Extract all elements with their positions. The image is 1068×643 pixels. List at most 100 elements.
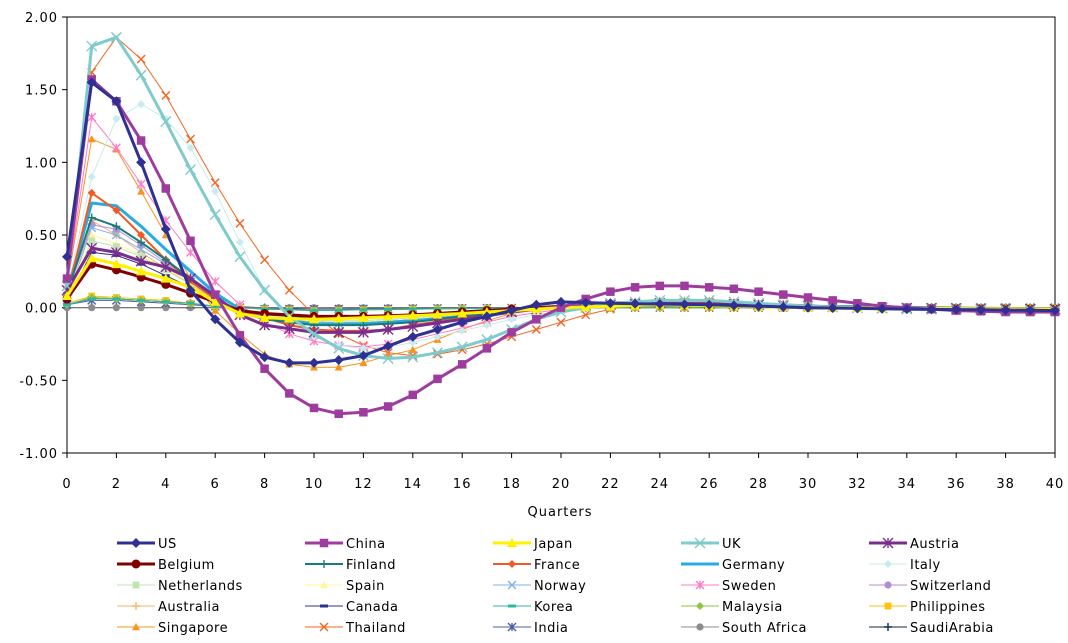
data-point bbox=[407, 321, 419, 333]
data-point bbox=[433, 332, 442, 341]
data-point bbox=[382, 353, 394, 365]
x-tick-label: 28 bbox=[749, 477, 768, 492]
legend-label: Italy bbox=[910, 558, 941, 573]
data-point bbox=[1050, 305, 1060, 316]
data-point bbox=[481, 311, 492, 322]
data-point bbox=[260, 255, 270, 265]
data-point bbox=[136, 157, 147, 168]
data-point bbox=[333, 313, 344, 323]
data-point bbox=[1000, 305, 1011, 316]
data-point bbox=[432, 347, 443, 359]
data-point bbox=[135, 69, 147, 81]
data-point bbox=[259, 284, 271, 296]
data-point bbox=[901, 304, 912, 315]
x-tick-label: 24 bbox=[651, 477, 670, 492]
data-point bbox=[137, 298, 146, 302]
data-point bbox=[210, 314, 221, 325]
data-point bbox=[111, 259, 122, 269]
legend-item-spain: Spain bbox=[305, 579, 385, 594]
data-point bbox=[704, 283, 714, 292]
data-point bbox=[87, 112, 97, 122]
data-point bbox=[160, 116, 172, 128]
data-point bbox=[333, 326, 345, 338]
data-point bbox=[882, 537, 894, 549]
data-point bbox=[828, 296, 837, 305]
series-singapore bbox=[63, 135, 1059, 371]
data-point bbox=[88, 304, 96, 312]
x-tick-label: 6 bbox=[211, 477, 220, 492]
data-point bbox=[131, 538, 141, 548]
data-point bbox=[110, 31, 122, 43]
x-tick-label: 14 bbox=[404, 477, 423, 492]
data-point bbox=[186, 236, 195, 246]
data-point bbox=[605, 298, 616, 309]
data-point bbox=[696, 623, 704, 631]
x-tick-label: 36 bbox=[947, 477, 966, 492]
data-point bbox=[694, 537, 706, 549]
data-point bbox=[136, 136, 146, 145]
legend-label: China bbox=[346, 537, 386, 552]
data-point bbox=[433, 307, 442, 311]
series-us bbox=[62, 77, 1060, 368]
data-point bbox=[111, 143, 121, 153]
data-point bbox=[320, 604, 328, 608]
data-point bbox=[432, 324, 443, 335]
data-point bbox=[234, 308, 245, 318]
data-point bbox=[137, 100, 146, 109]
legend-item-south-africa: South Africa bbox=[681, 621, 807, 636]
data-point bbox=[186, 143, 195, 152]
legend-label: Belgium bbox=[158, 558, 215, 573]
data-point bbox=[113, 243, 120, 251]
data-point bbox=[926, 304, 937, 315]
data-point bbox=[136, 245, 146, 255]
series-line bbox=[66, 138, 1056, 368]
data-point bbox=[458, 326, 467, 335]
data-point bbox=[506, 305, 517, 316]
x-tick-label: 4 bbox=[161, 477, 170, 492]
legend-label: SaudiArabia bbox=[910, 621, 994, 636]
x-tick-label: 2 bbox=[112, 477, 121, 492]
legend-label: Spain bbox=[346, 579, 385, 594]
data-point bbox=[581, 310, 591, 320]
legend-label: Switzerland bbox=[910, 579, 991, 594]
data-point bbox=[160, 273, 171, 283]
data-point bbox=[531, 324, 541, 334]
data-point bbox=[696, 602, 704, 610]
data-point bbox=[310, 309, 318, 313]
y-tick-label: -1.00 bbox=[19, 447, 58, 462]
data-point bbox=[87, 135, 96, 143]
data-point bbox=[679, 299, 690, 310]
data-point bbox=[259, 312, 270, 322]
y-tick-label: 0.00 bbox=[25, 302, 58, 317]
data-point bbox=[87, 172, 96, 181]
data-point bbox=[234, 251, 246, 263]
legend-label: Singapore bbox=[158, 621, 228, 636]
data-point bbox=[655, 281, 665, 291]
data-point bbox=[136, 266, 147, 276]
data-point bbox=[408, 390, 418, 400]
data-point bbox=[507, 538, 517, 547]
data-point bbox=[556, 296, 566, 307]
data-point bbox=[482, 344, 492, 353]
legend-item-belgium: Belgium bbox=[117, 558, 215, 573]
legend-item-sweden: Sweden bbox=[681, 579, 776, 594]
x-tick-label: 22 bbox=[601, 477, 620, 492]
data-point bbox=[285, 308, 294, 312]
legend-label: Australia bbox=[158, 600, 220, 615]
data-point bbox=[137, 187, 146, 195]
x-axis-title: Quarters bbox=[528, 505, 593, 520]
legend-item-japan: Japan bbox=[493, 537, 572, 552]
x-tick-label: 18 bbox=[502, 477, 521, 492]
data-point bbox=[778, 301, 789, 312]
data-point bbox=[132, 623, 140, 631]
legend-item-netherlands: Netherlands bbox=[117, 579, 242, 594]
legend-label: Malaysia bbox=[722, 600, 783, 615]
data-point bbox=[1025, 305, 1036, 316]
x-tick-label: 26 bbox=[700, 477, 719, 492]
data-point bbox=[210, 296, 221, 306]
data-point bbox=[112, 206, 121, 215]
series-line bbox=[65, 78, 1055, 416]
data-point bbox=[532, 315, 541, 324]
data-point bbox=[852, 303, 863, 314]
series-china bbox=[62, 75, 1060, 419]
